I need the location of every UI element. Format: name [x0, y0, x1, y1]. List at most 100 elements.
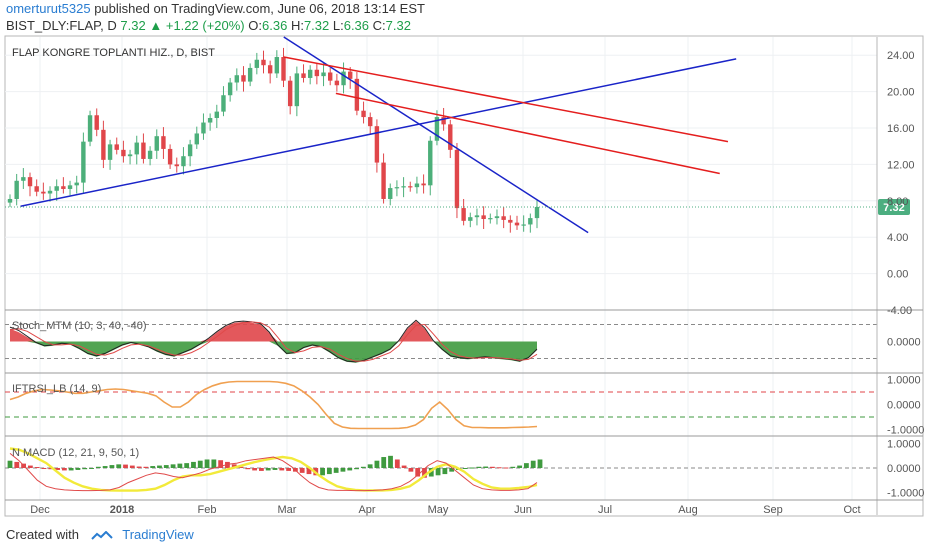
- stoch-y-tick-label: 0.0000: [887, 337, 921, 349]
- y-tick-label: 4.00: [887, 232, 908, 244]
- symbol-info: BIST_DLY:FLAP, D 7.32 ▲ +1.22 (+20%) O:6…: [6, 17, 411, 34]
- macd-panel-title: N MACD (12, 21, 9, 50, 1): [12, 447, 139, 459]
- macd-histogram-bar: [530, 460, 536, 468]
- candle-body: [81, 141, 86, 183]
- macd-histogram-bar: [177, 463, 183, 468]
- macd-histogram-bar: [299, 468, 305, 473]
- macd-histogram-bar: [503, 467, 509, 469]
- candle-body: [247, 67, 253, 82]
- macd-histogram-bar: [374, 460, 380, 468]
- x-tick-label: Oct: [843, 504, 860, 516]
- candle-body: [34, 186, 39, 192]
- y-tick-label: 8.00: [887, 196, 908, 208]
- macd-histogram-bar: [95, 466, 101, 468]
- macd-histogram-bar: [388, 455, 393, 468]
- macd-histogram-bar: [170, 464, 176, 468]
- macd-histogram-bar: [252, 468, 258, 471]
- candle-body: [314, 69, 320, 77]
- y-tick-label: 12.00: [887, 159, 915, 171]
- chart-header: omerturut5325 published on TradingView.c…: [6, 0, 926, 17]
- macd-histogram-bar: [320, 468, 325, 476]
- macd-histogram-bar: [82, 468, 88, 470]
- ift-panel-title: IFTRSI_LB (14, 9): [12, 383, 101, 395]
- macd-histogram-bar: [435, 468, 441, 476]
- macd-histogram-bar: [55, 468, 60, 470]
- macd-histogram-bar: [41, 468, 47, 469]
- macd-histogram-bar: [238, 466, 244, 468]
- candle-body: [474, 215, 480, 218]
- candle-body: [254, 59, 260, 68]
- y-tick-label: 20.00: [887, 87, 915, 99]
- macd-histogram-bar: [279, 468, 285, 471]
- candle-body: [281, 57, 286, 81]
- macd-histogram-bar: [14, 461, 20, 468]
- candle-body: [27, 177, 33, 187]
- macd-histogram-bar: [340, 468, 346, 472]
- high-value: 7.32: [303, 18, 330, 33]
- macd-histogram-bar: [27, 465, 33, 468]
- candle-body: [214, 111, 219, 118]
- macd-histogram-bar: [123, 464, 128, 468]
- macd-histogram-bar: [333, 468, 339, 473]
- candle-body: [94, 115, 99, 130]
- candle-body: [174, 164, 179, 167]
- macd-histogram-bar: [265, 468, 271, 471]
- macd-histogram-bar: [184, 463, 190, 468]
- candle-body: [414, 183, 420, 188]
- macd-histogram-bar: [462, 468, 468, 469]
- candle-body: [54, 186, 59, 191]
- candle-body: [201, 122, 206, 134]
- macd-histogram-bar: [109, 465, 115, 468]
- candle-body: [121, 149, 126, 157]
- candle-body: [368, 117, 373, 127]
- macd-histogram-bar: [245, 468, 251, 470]
- stoch-panel-title: Stoch_MTM (10, 3, 40, -40): [12, 320, 147, 332]
- x-tick-label: Aug: [678, 504, 698, 516]
- candle-body: [67, 185, 73, 189]
- candle-body: [454, 149, 460, 209]
- created-with-text: Created with: [6, 527, 79, 542]
- ift-y-tick-label: 0.0000: [887, 400, 921, 412]
- macd-histogram-bar: [34, 467, 40, 469]
- candle-body: [287, 80, 293, 107]
- ift-y-tick-label: 1.0000: [887, 375, 921, 387]
- high-label: H:: [290, 18, 304, 33]
- author-name[interactable]: omerturut5325: [6, 1, 91, 16]
- candle-body: [381, 162, 386, 199]
- macd-histogram-bar: [428, 468, 434, 477]
- ift-rsi-line: [9, 380, 538, 430]
- low-label: L:: [332, 18, 344, 33]
- macd-histogram-bar: [259, 468, 264, 471]
- candle-body: [374, 126, 380, 163]
- candle-body: [301, 73, 306, 78]
- up-arrow-icon: ▲: [149, 18, 163, 33]
- macd-y-tick-label: 1.0000: [887, 439, 921, 451]
- candle-body: [221, 95, 226, 112]
- candle-body: [388, 188, 393, 199]
- candle-body: [14, 180, 19, 199]
- open-value: 6.36: [262, 18, 288, 33]
- tradingview-brand[interactable]: TradingView: [122, 527, 194, 542]
- x-tick-label: 2018: [110, 504, 134, 516]
- macd-histogram-bar: [136, 466, 142, 468]
- macd-histogram-bar: [490, 466, 495, 468]
- open-label: O:: [248, 18, 262, 33]
- y-tick-label: -4.00: [887, 305, 912, 317]
- stoch-line-signal: [9, 321, 538, 362]
- y-tick-label: 16.00: [887, 123, 915, 135]
- macd-histogram-bar: [204, 459, 210, 468]
- candle-body: [461, 208, 466, 221]
- candle-body: [241, 75, 246, 82]
- candle-body: [187, 144, 193, 157]
- candle-body: [154, 136, 159, 151]
- macd-histogram-bar: [415, 468, 421, 477]
- candle-body: [514, 222, 520, 226]
- candle-body: [307, 69, 313, 78]
- candle-body: [328, 72, 333, 81]
- candle-body: [481, 215, 486, 219]
- macd-histogram-bar: [143, 466, 149, 468]
- tradingview-logo-icon: [90, 530, 113, 540]
- candle-body: [141, 142, 146, 159]
- candle-body: [408, 186, 413, 188]
